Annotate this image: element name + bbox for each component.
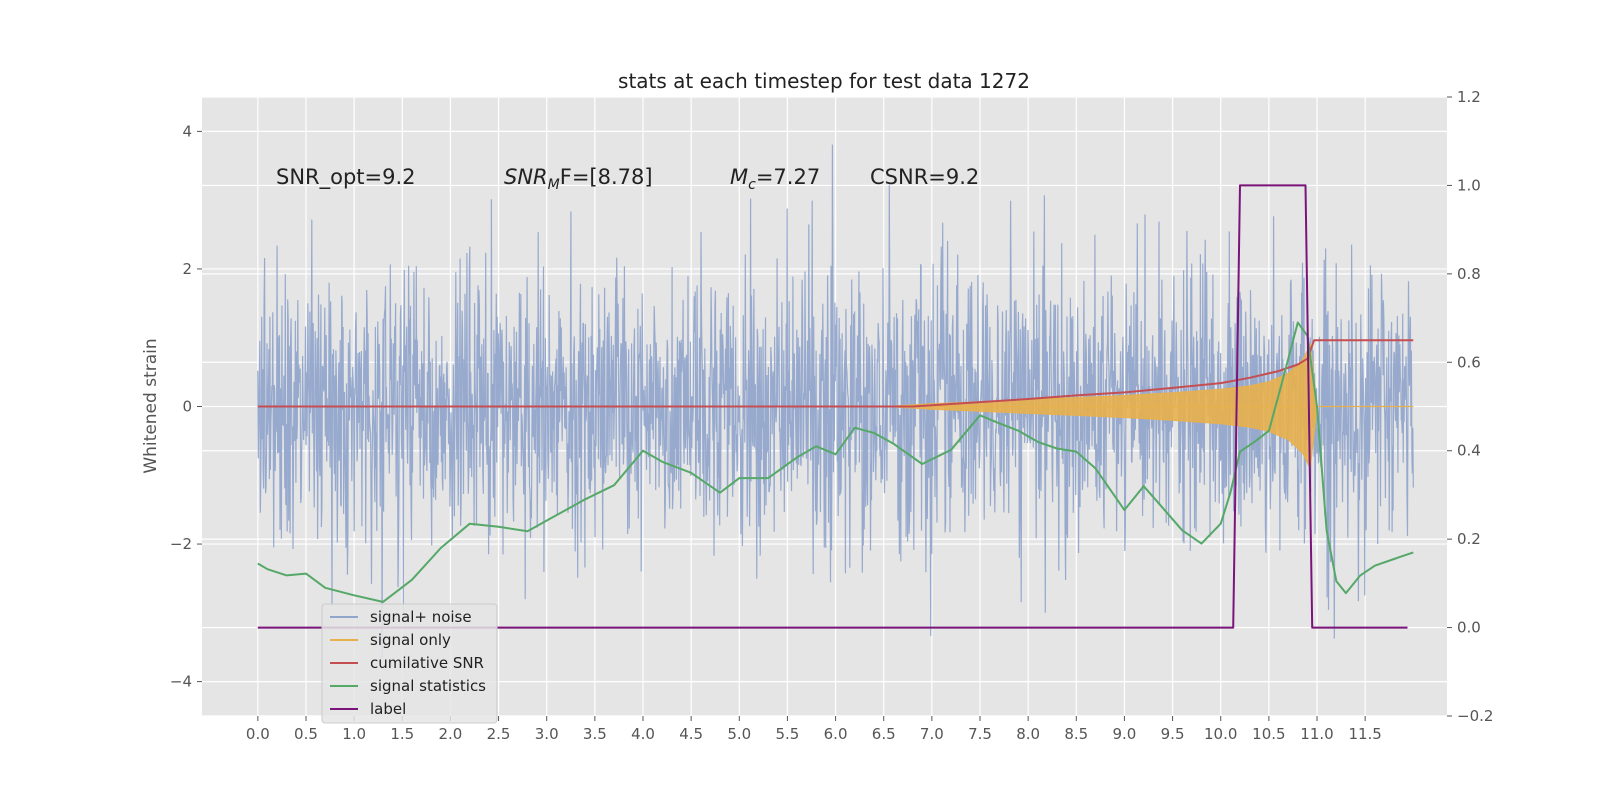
- series-signal-noise: [257, 144, 1414, 659]
- x-tick-label: 11.0: [1300, 725, 1333, 743]
- chart-title: stats at each timestep for test data 127…: [618, 69, 1030, 93]
- x-tick-label: 0.0: [246, 725, 270, 743]
- series-signal-statistics: [257, 321, 1414, 603]
- annotation-snr-opt: SNR_opt=9.2: [276, 165, 416, 190]
- x-tick-label: 6.0: [824, 725, 848, 743]
- x-tick-label: 5.0: [727, 725, 751, 743]
- x-tick-label: 10.0: [1204, 725, 1237, 743]
- x-tick-label: 1.5: [390, 725, 414, 743]
- x-tick-label: 9.0: [1113, 725, 1137, 743]
- annotation-mc: Mc=7.27: [730, 165, 820, 193]
- legend-label-signal-noise: signal+ noise: [370, 608, 472, 626]
- x-tick-label: 6.5: [872, 725, 896, 743]
- y2-tick-label: 0.6: [1457, 353, 1481, 371]
- series-layer: [257, 144, 1414, 659]
- legend: signal+ noise signal only cumilative SNR…: [321, 603, 498, 724]
- ticks: 0.0 0.5 1.0 1.5 2.0 2.5 3.0 3.5 4.0 4.5 5.0 5.5 6.0 6…: [170, 88, 1494, 743]
- x-tick-label: 11.5: [1348, 725, 1381, 743]
- y-axis-title: Whitened strain: [141, 338, 161, 473]
- x-tick-label: 5.5: [775, 725, 799, 743]
- x-tick-label: 2.5: [487, 725, 511, 743]
- x-tick-label: 9.5: [1161, 725, 1185, 743]
- x-tick-label: 4.0: [631, 725, 655, 743]
- y2-tick-label: 0.4: [1457, 442, 1481, 460]
- y2-tick-label: 1.0: [1457, 176, 1481, 194]
- y2-tick-label: 0.2: [1457, 530, 1481, 548]
- x-tick-label: 4.5: [679, 725, 703, 743]
- legend-box: [321, 603, 498, 724]
- x-tick-label: 8.5: [1064, 725, 1088, 743]
- series-cumulative-snr: [257, 339, 1414, 408]
- annotation-csnr: CSNR=9.2: [870, 165, 979, 189]
- y-tick-label: 2: [182, 260, 192, 278]
- y-tick-label: 4: [182, 122, 192, 140]
- y-tick-label: −2: [170, 535, 192, 553]
- x-tick-label: 2.0: [438, 725, 462, 743]
- y2-tick-label: 0.0: [1457, 619, 1481, 637]
- y-tick-label: 0: [182, 398, 192, 416]
- x-tick-label: 7.5: [968, 725, 992, 743]
- legend-label-signal-only: signal only: [370, 631, 451, 649]
- y2-tick-label: 0.8: [1457, 265, 1481, 283]
- legend-label-signal-statistics: signal statistics: [370, 677, 486, 695]
- x-tick-label: 3.0: [535, 725, 559, 743]
- x-tick-label: 0.5: [294, 725, 318, 743]
- series-label: [257, 184, 1408, 629]
- annotation-snr-mf: SNRMF=[8.78]: [504, 165, 653, 193]
- x-tick-label: 10.5: [1252, 725, 1285, 743]
- legend-label-label: label: [370, 700, 406, 718]
- y-tick-label: −4: [170, 673, 192, 691]
- x-tick-label: 7.0: [920, 725, 944, 743]
- x-tick-label: 1.0: [342, 725, 366, 743]
- legend-label-cumulative-snr: cumilative SNR: [370, 654, 484, 672]
- y2-tick-label: 1.2: [1457, 88, 1481, 106]
- x-tick-label: 3.5: [583, 725, 607, 743]
- x-tick-label: 8.0: [1016, 725, 1040, 743]
- y2-tick-label: −0.2: [1457, 707, 1493, 725]
